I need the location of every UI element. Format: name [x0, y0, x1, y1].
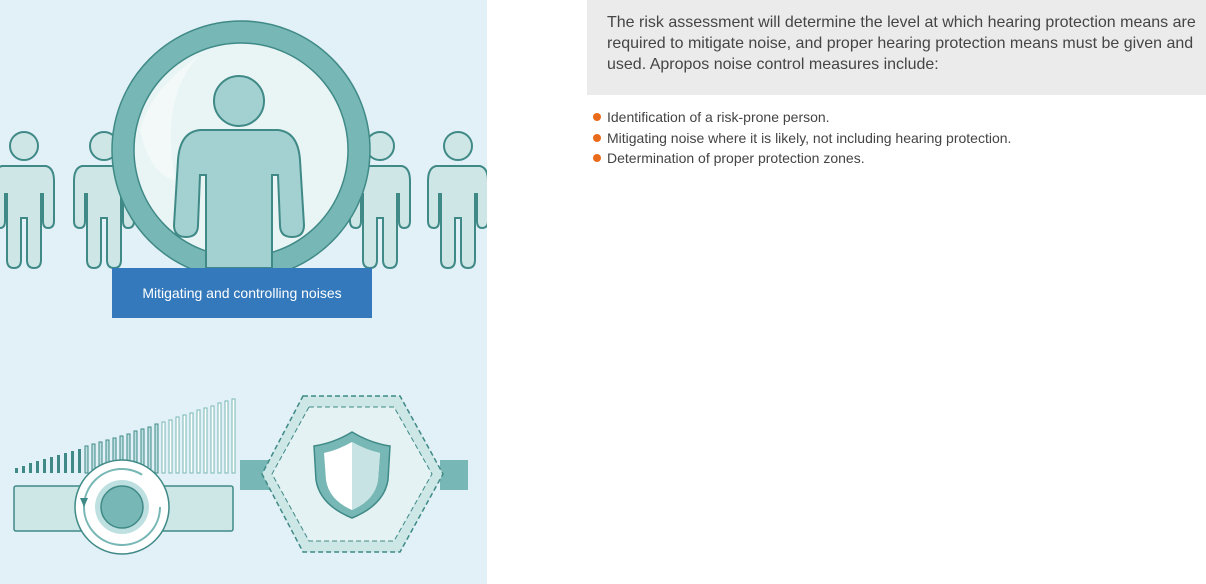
illustration-panel: Mitigating and controlling noises — [0, 0, 487, 584]
measures-list: Identification of a risk-prone person. M… — [593, 107, 1011, 169]
list-item: Mitigating noise where it is likely, not… — [593, 128, 1011, 149]
noise-control-illustration — [0, 20, 487, 555]
list-item-text: Mitigating noise where it is likely, not… — [607, 129, 1012, 146]
list-item: Identification of a risk-prone person. — [593, 107, 1011, 128]
illustration-caption: Mitigating and controlling noises — [112, 268, 372, 318]
list-item-text: Identification of a risk-prone person. — [607, 109, 830, 125]
bullet-dot-icon — [593, 133, 601, 142]
volume-bars — [15, 398, 236, 474]
list-item-text: Determination of proper protection zones… — [607, 150, 865, 166]
bullet-dot-icon — [593, 154, 601, 162]
list-item: Determination of proper protection zones… — [593, 148, 1011, 169]
intro-text: The risk assessment will determine the l… — [607, 14, 1196, 73]
intro-callout: The risk assessment will determine the l… — [587, 0, 1206, 95]
magnifier-icon — [111, 20, 371, 280]
shield-icon — [240, 395, 468, 553]
volume-dial-icon — [13, 459, 234, 555]
bullet-dot-icon — [593, 113, 601, 121]
